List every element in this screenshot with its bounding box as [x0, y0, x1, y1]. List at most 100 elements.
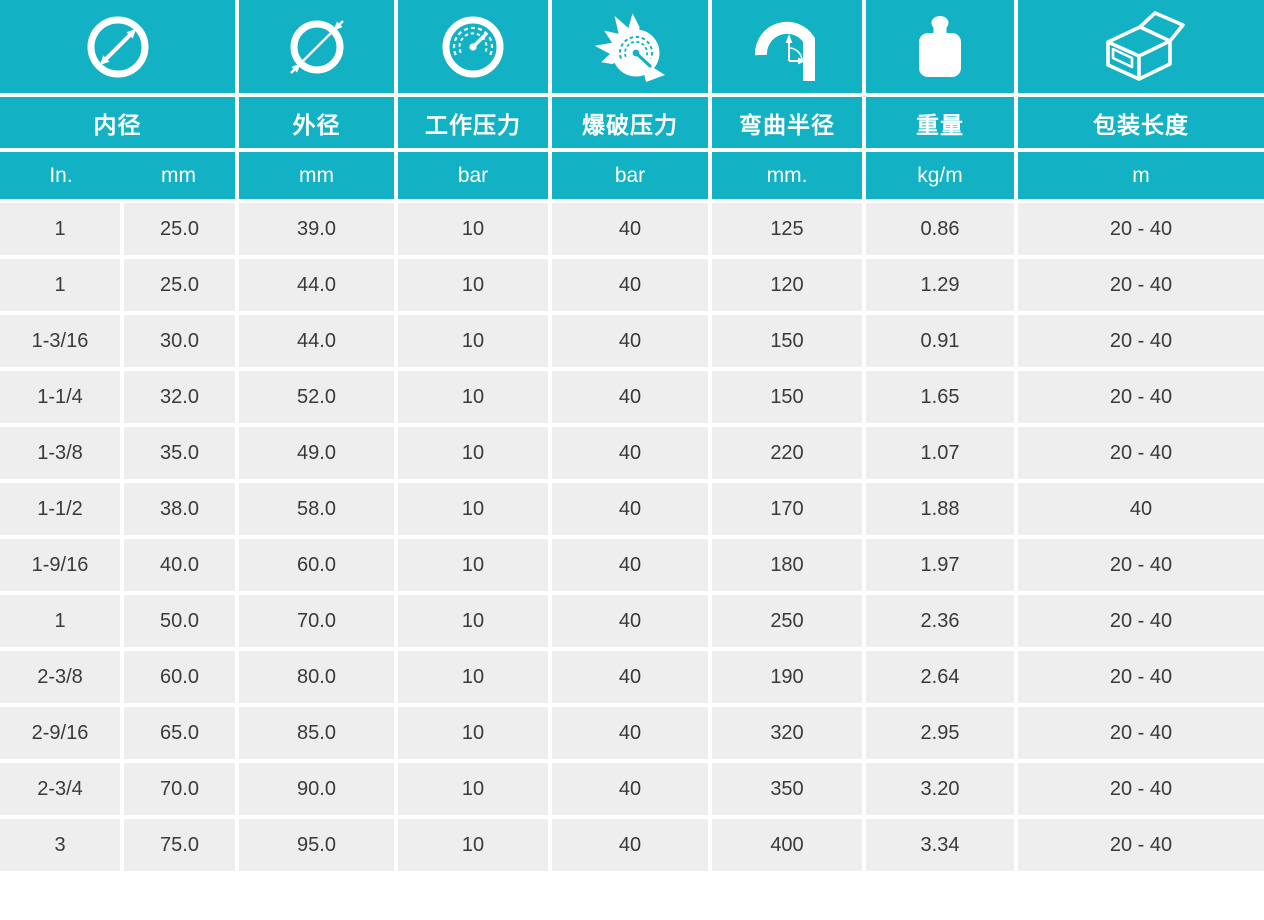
header-icon-cell-inner-diameter [0, 0, 235, 93]
cell-r3-package-length-m: 20 - 40 [1018, 315, 1264, 367]
cell-r12-inner-diameter-in: 3 [0, 819, 120, 871]
cell-r9-weight-kg-m: 2.64 [866, 651, 1014, 703]
header-icon-cell-weight [866, 0, 1014, 93]
cell-r3-bend-radius-mm: 150 [712, 315, 862, 367]
cell-r8-working-pressure-bar: 10 [398, 595, 548, 647]
cell-r4-weight-kg-m: 1.65 [866, 371, 1014, 423]
cell-r1-bend-radius-mm: 125 [712, 203, 862, 255]
cell-r1-package-length-m: 20 - 40 [1018, 203, 1264, 255]
cell-r4-burst-pressure-bar: 40 [552, 371, 708, 423]
cell-r2-working-pressure-bar: 10 [398, 259, 548, 311]
cell-r8-weight-kg-m: 2.36 [866, 595, 1014, 647]
cell-r8-inner-diameter-mm: 50.0 [124, 595, 235, 647]
cell-r3-outer-diameter-mm: 44.0 [239, 315, 394, 367]
header-label-package-length: 包装长度 [1018, 97, 1264, 148]
header-icon-cell-package-length [1018, 0, 1264, 93]
cell-r5-bend-radius-mm: 220 [712, 427, 862, 479]
cell-r10-bend-radius-mm: 320 [712, 707, 862, 759]
unit-inner-diameter-mm: mm [161, 163, 196, 187]
cell-r12-package-length-m: 20 - 40 [1018, 819, 1264, 871]
cell-r1-inner-diameter-in: 1 [0, 203, 120, 255]
cell-r10-working-pressure-bar: 10 [398, 707, 548, 759]
inner-diameter-icon [87, 16, 148, 77]
outer-diameter-icon [289, 19, 344, 74]
cell-r8-package-length-m: 20 - 40 [1018, 595, 1264, 647]
header-label-weight: 重量 [866, 97, 1014, 148]
header-label-bend-radius: 弯曲半径 [712, 97, 862, 148]
cell-r4-bend-radius-mm: 150 [712, 371, 862, 423]
cell-r1-working-pressure-bar: 10 [398, 203, 548, 255]
header-label-inner-diameter: 内径 [0, 97, 235, 148]
cell-r7-burst-pressure-bar: 40 [552, 539, 708, 591]
cell-r6-burst-pressure-bar: 40 [552, 483, 708, 535]
cell-r5-outer-diameter-mm: 49.0 [239, 427, 394, 479]
cell-r4-inner-diameter-in: 1-1/4 [0, 371, 120, 423]
cell-r7-bend-radius-mm: 180 [712, 539, 862, 591]
unit-cell-inner-diameter: In. mm [0, 152, 235, 199]
cell-r12-working-pressure-bar: 10 [398, 819, 548, 871]
cell-r2-weight-kg-m: 1.29 [866, 259, 1014, 311]
unit-cell-package-length: m [1018, 152, 1264, 199]
cell-r9-outer-diameter-mm: 80.0 [239, 651, 394, 703]
cell-r7-inner-diameter-in: 1-9/16 [0, 539, 120, 591]
bend-radius-icon [755, 21, 815, 81]
cell-r11-weight-kg-m: 3.20 [866, 763, 1014, 815]
cell-r2-package-length-m: 20 - 40 [1018, 259, 1264, 311]
cell-r12-burst-pressure-bar: 40 [552, 819, 708, 871]
cell-r10-inner-diameter-mm: 65.0 [124, 707, 235, 759]
cell-r11-inner-diameter-in: 2-3/4 [0, 763, 120, 815]
cell-r6-outer-diameter-mm: 58.0 [239, 483, 394, 535]
cell-r4-package-length-m: 20 - 40 [1018, 371, 1264, 423]
cell-r5-inner-diameter-in: 1-3/8 [0, 427, 120, 479]
cell-r7-weight-kg-m: 1.97 [866, 539, 1014, 591]
cell-r5-burst-pressure-bar: 40 [552, 427, 708, 479]
header-icon-cell-outer-diameter [239, 0, 394, 93]
cell-r6-inner-diameter-in: 1-1/2 [0, 483, 120, 535]
cell-r3-working-pressure-bar: 10 [398, 315, 548, 367]
cell-r5-inner-diameter-mm: 35.0 [124, 427, 235, 479]
cell-r7-package-length-m: 20 - 40 [1018, 539, 1264, 591]
cell-r10-burst-pressure-bar: 40 [552, 707, 708, 759]
cell-r9-inner-diameter-mm: 60.0 [124, 651, 235, 703]
burst-pressure-icon [594, 12, 665, 82]
cell-r10-weight-kg-m: 2.95 [866, 707, 1014, 759]
cell-r12-weight-kg-m: 3.34 [866, 819, 1014, 871]
cell-r2-outer-diameter-mm: 44.0 [239, 259, 394, 311]
working-pressure-icon [442, 16, 504, 77]
cell-r11-bend-radius-mm: 350 [712, 763, 862, 815]
cell-r11-outer-diameter-mm: 90.0 [239, 763, 394, 815]
cell-r1-inner-diameter-mm: 25.0 [124, 203, 235, 255]
cell-r11-working-pressure-bar: 10 [398, 763, 548, 815]
cell-r9-inner-diameter-in: 2-3/8 [0, 651, 120, 703]
cell-r9-burst-pressure-bar: 40 [552, 651, 708, 703]
cell-r12-outer-diameter-mm: 95.0 [239, 819, 394, 871]
cell-r8-outer-diameter-mm: 70.0 [239, 595, 394, 647]
cell-r9-bend-radius-mm: 190 [712, 651, 862, 703]
cell-r2-bend-radius-mm: 120 [712, 259, 862, 311]
cell-r11-inner-diameter-mm: 70.0 [124, 763, 235, 815]
cell-r2-burst-pressure-bar: 40 [552, 259, 708, 311]
unit-cell-bend-radius: mm. [712, 152, 862, 199]
weight-icon [919, 15, 961, 77]
unit-inner-diameter-in: In. [49, 163, 73, 187]
cell-r3-inner-diameter-mm: 30.0 [124, 315, 235, 367]
header-label-outer-diameter: 外径 [239, 97, 394, 148]
cell-r8-bend-radius-mm: 250 [712, 595, 862, 647]
cell-r12-inner-diameter-mm: 75.0 [124, 819, 235, 871]
unit-cell-working-pressure: bar [398, 152, 548, 199]
header-icon-cell-working-pressure [398, 0, 548, 93]
spec-table: 内径 外径 工作压力 爆破压力 弯曲半径 重量 包装长度 In. mm mm b… [0, 0, 1264, 871]
cell-r8-inner-diameter-in: 1 [0, 595, 120, 647]
package-length-icon [1106, 10, 1185, 81]
cell-r7-outer-diameter-mm: 60.0 [239, 539, 394, 591]
header-icon-cell-burst-pressure [552, 0, 708, 93]
cell-r1-burst-pressure-bar: 40 [552, 203, 708, 255]
cell-r6-package-length-m: 40 [1018, 483, 1264, 535]
cell-r4-working-pressure-bar: 10 [398, 371, 548, 423]
cell-r3-weight-kg-m: 0.91 [866, 315, 1014, 367]
cell-r4-inner-diameter-mm: 32.0 [124, 371, 235, 423]
cell-r7-inner-diameter-mm: 40.0 [124, 539, 235, 591]
header-label-burst-pressure: 爆破压力 [552, 97, 708, 148]
cell-r9-working-pressure-bar: 10 [398, 651, 548, 703]
